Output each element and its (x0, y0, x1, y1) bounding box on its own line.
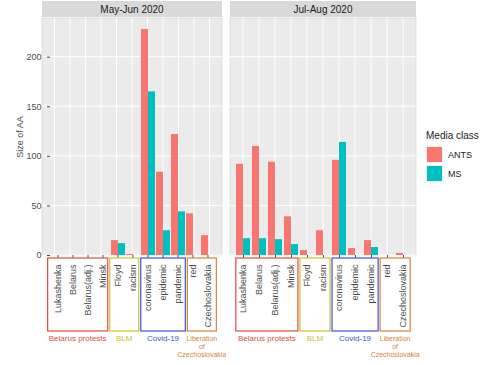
svg-text:racism: racism (128, 265, 138, 292)
svg-text:LiberationofCzechoslovakia: LiberationofCzechoslovakia (177, 335, 226, 358)
svg-text:LiberationofCzechoslovakia: LiberationofCzechoslovakia (371, 335, 420, 358)
svg-text:150: 150 (26, 102, 41, 112)
svg-text:0: 0 (36, 250, 41, 260)
svg-text:Czechoslovakia: Czechoslovakia (398, 265, 408, 328)
svg-text:red: red (382, 265, 392, 278)
svg-text:50: 50 (31, 201, 41, 211)
svg-text:BLM: BLM (307, 334, 324, 343)
svg-text:Belarus: Belarus (68, 264, 78, 295)
svg-text:red: red (188, 265, 198, 278)
svg-text:Minsk: Minsk (98, 264, 108, 288)
svg-text:epidemic: epidemic (158, 264, 168, 301)
svg-text:200: 200 (26, 52, 41, 62)
svg-text:Floyd: Floyd (302, 265, 312, 287)
svg-text:100: 100 (26, 151, 41, 161)
svg-text:racism: racism (318, 265, 328, 292)
svg-text:BLM: BLM (116, 334, 133, 343)
svg-text:coronavirus: coronavirus (143, 264, 153, 311)
svg-text:Covid-19: Covid-19 (147, 334, 180, 343)
svg-text:epidemic: epidemic (350, 264, 360, 301)
svg-text:Belarus(adj.): Belarus(adj.) (83, 265, 93, 316)
svg-text:Belarus protests: Belarus protests (49, 334, 107, 343)
svg-text:Floyd: Floyd (113, 265, 123, 287)
svg-text:pandemic: pandemic (366, 264, 376, 304)
svg-text:Czechoslovakia: Czechoslovakia (203, 265, 213, 328)
svg-text:Size of AA: Size of AA (15, 116, 25, 158)
svg-text:Lukashenka: Lukashenka (238, 265, 248, 314)
svg-text:Lukashenka: Lukashenka (53, 265, 63, 314)
html-text:Media class: Media class (426, 130, 479, 141)
html-text:ANTS: ANTS (448, 149, 472, 160)
html-text:MS: MS (448, 168, 462, 179)
svg-text:Belarus(adj.): Belarus(adj.) (270, 265, 280, 316)
svg-text:Belarus: Belarus (254, 264, 264, 295)
svg-text:coronavirus: coronavirus (334, 264, 344, 311)
svg-text:Jul-Aug 2020: Jul-Aug 2020 (294, 4, 353, 15)
svg-text:Belarus protests: Belarus protests (238, 334, 296, 343)
svg-text:Covid-19: Covid-19 (339, 334, 372, 343)
svg-text:Minsk: Minsk (286, 264, 296, 288)
svg-text:pandemic: pandemic (173, 264, 183, 304)
svg-text:May-Jun 2020: May-Jun 2020 (100, 4, 164, 15)
